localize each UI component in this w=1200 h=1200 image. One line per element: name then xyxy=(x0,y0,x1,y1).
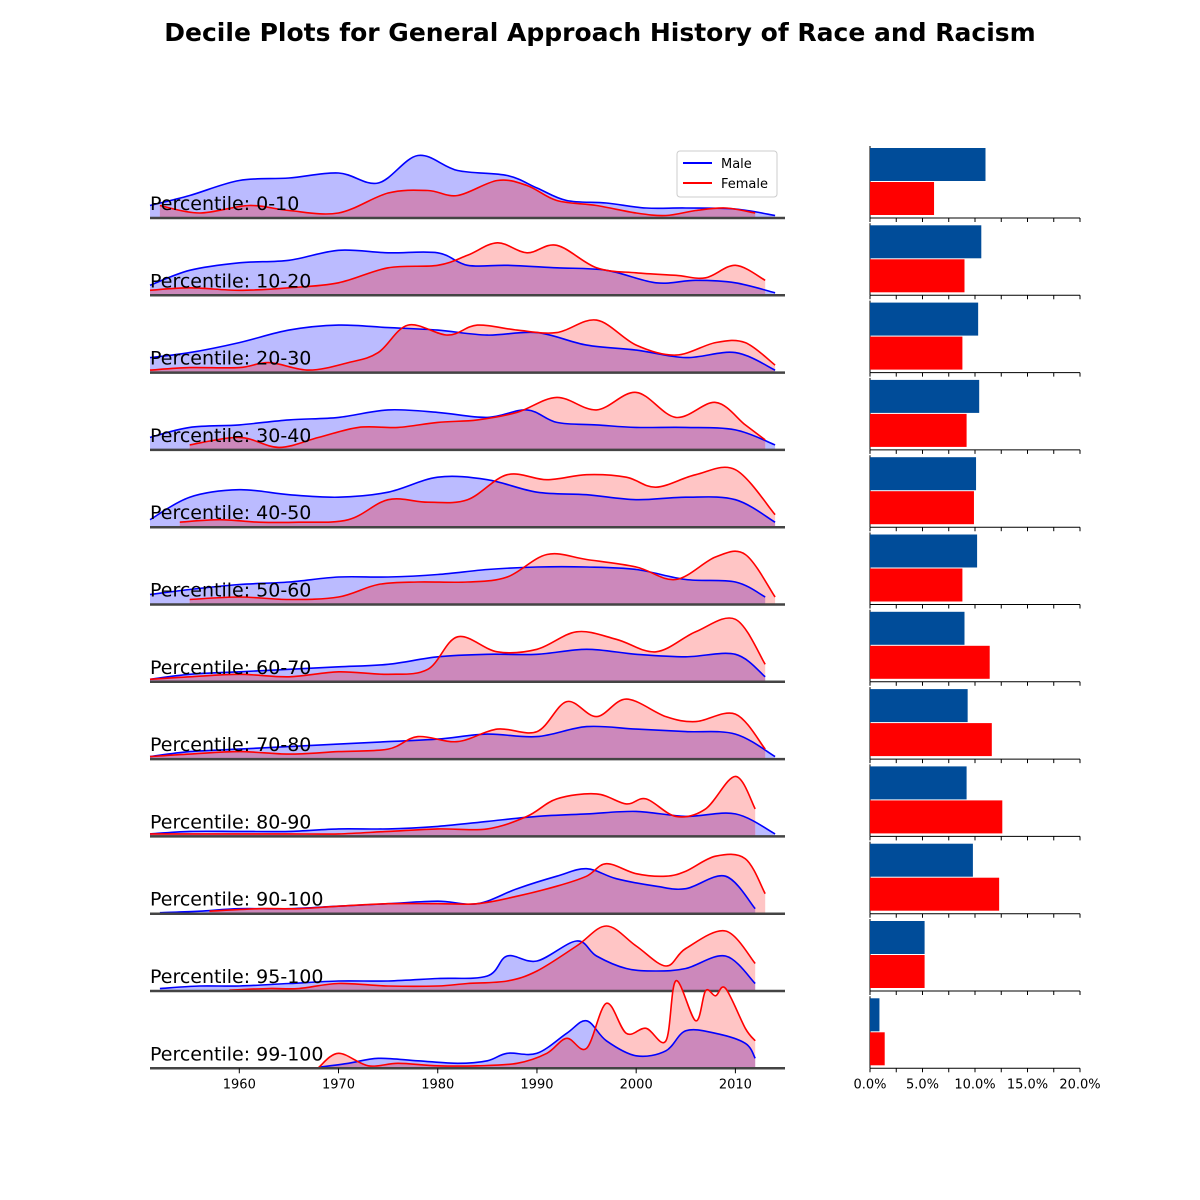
male-line xyxy=(149,648,766,681)
legend-male-label: Male xyxy=(721,157,752,172)
bar-tick-label: 5.0% xyxy=(906,1077,939,1092)
row-label: Percentile: 70-80 xyxy=(150,734,311,756)
bar-tick-label: 0.0% xyxy=(853,1077,886,1092)
male-line xyxy=(149,324,776,371)
x-tick-label: 2000 xyxy=(620,1077,653,1092)
female-line xyxy=(150,775,756,835)
female-bar xyxy=(870,955,925,988)
male-bar xyxy=(870,534,978,568)
male-line xyxy=(318,1019,756,1069)
male-line xyxy=(149,408,776,446)
overlap-area xyxy=(150,811,756,837)
female-bar xyxy=(870,1032,885,1066)
female-line xyxy=(149,617,766,681)
overlap-area xyxy=(150,325,776,373)
overlap-area xyxy=(150,726,766,760)
row-label: Percentile: 40-50 xyxy=(150,502,311,524)
row-label: Percentile: 99-100 xyxy=(150,1043,323,1065)
female-area xyxy=(318,980,756,1069)
female-bar xyxy=(870,491,974,525)
female-bar xyxy=(870,568,963,602)
bar-tick-label: 20.0% xyxy=(1059,1077,1100,1092)
male-bar xyxy=(870,689,968,723)
row-label: Percentile: 0-10 xyxy=(150,193,299,215)
male-bar xyxy=(870,148,986,181)
male-line xyxy=(149,154,776,217)
male-bar xyxy=(870,766,967,800)
female-line xyxy=(159,179,756,217)
female-bar xyxy=(870,800,1003,834)
legend-female-label: Female xyxy=(721,177,768,192)
x-tick-label: 1980 xyxy=(421,1077,454,1092)
female-bar xyxy=(870,259,965,293)
male-line xyxy=(149,475,776,523)
bar-tick-label: 15.0% xyxy=(1007,1077,1048,1092)
x-tick-label: 1970 xyxy=(322,1077,355,1092)
male-line xyxy=(149,249,776,294)
female-bar xyxy=(870,723,992,757)
female-line xyxy=(149,241,766,292)
female-line xyxy=(229,925,756,991)
male-bar xyxy=(870,998,880,1032)
male-bar xyxy=(870,225,982,259)
overlap-area xyxy=(189,566,766,605)
overlap-area xyxy=(189,409,766,450)
male-line xyxy=(149,725,776,758)
x-tick-label: 2010 xyxy=(719,1077,752,1092)
row-label: Percentile: 10-20 xyxy=(150,270,311,292)
male-area xyxy=(150,155,776,218)
row-label: Percentile: 60-70 xyxy=(150,657,311,679)
row-label: Percentile: 90-100 xyxy=(150,889,323,911)
female-bar xyxy=(870,413,967,447)
x-tick-label: 1960 xyxy=(223,1077,256,1092)
male-bar xyxy=(870,843,973,877)
row-label: Percentile: 30-40 xyxy=(150,425,311,447)
female-line xyxy=(179,466,776,524)
row-label: Percentile: 95-100 xyxy=(150,966,323,988)
male-bar xyxy=(870,379,980,413)
female-line xyxy=(318,979,756,1068)
overlap-area xyxy=(150,250,766,296)
bar-tick-label: 10.0% xyxy=(954,1077,995,1092)
male-bar xyxy=(870,611,965,645)
female-line xyxy=(189,391,766,449)
male-bar xyxy=(870,302,979,336)
overlap-area xyxy=(159,180,756,218)
row-label: Percentile: 20-30 xyxy=(150,348,311,370)
female-bar xyxy=(870,877,1000,911)
female-bar xyxy=(870,182,935,215)
female-line xyxy=(209,853,766,912)
chart-title: Decile Plots for General Approach Histor… xyxy=(164,18,1036,47)
female-bar xyxy=(870,645,990,679)
female-bar xyxy=(870,336,963,370)
row-label: Percentile: 50-60 xyxy=(150,580,311,602)
male-line xyxy=(149,565,766,598)
x-tick-label: 1990 xyxy=(520,1077,553,1092)
male-bar xyxy=(870,921,925,954)
female-line xyxy=(149,319,776,371)
female-line xyxy=(149,698,766,758)
female-line xyxy=(189,550,776,601)
male-bar xyxy=(870,457,977,491)
row-label: Percentile: 80-90 xyxy=(150,811,311,833)
overlap-area xyxy=(209,868,756,914)
male-line xyxy=(159,940,756,990)
